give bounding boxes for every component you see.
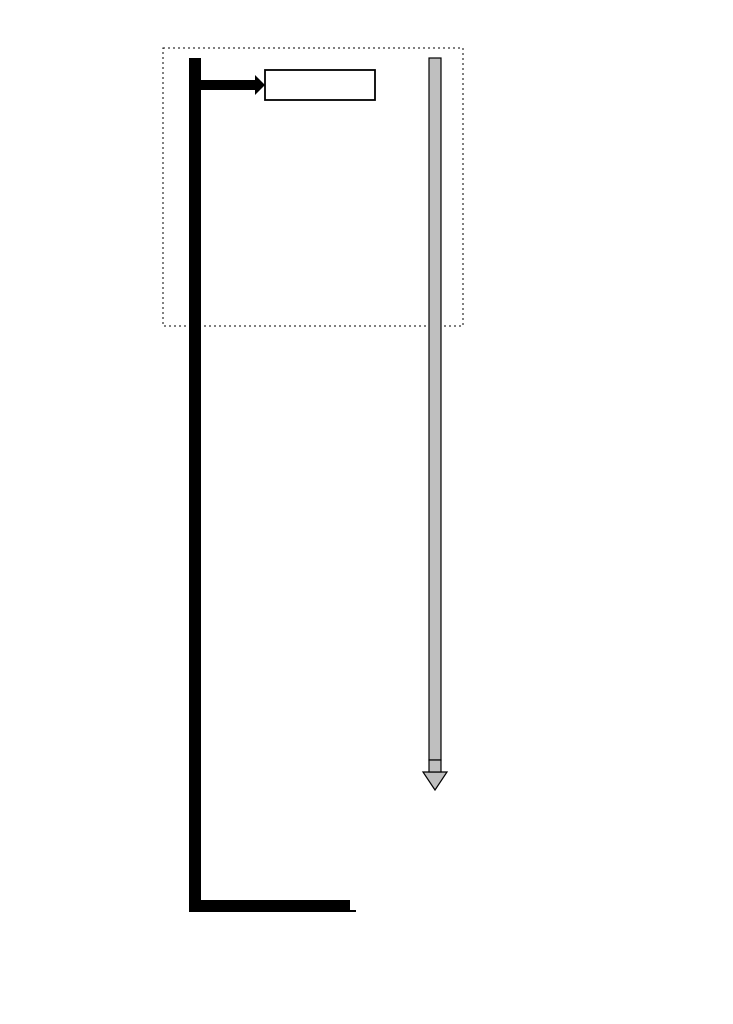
b-bus-arrow (423, 772, 447, 790)
c-bus-shifter-drop (344, 910, 356, 912)
c-bus (189, 58, 201, 912)
c-bus-bottom (189, 900, 350, 912)
register-mar (265, 70, 375, 100)
b-bus-tail (429, 760, 441, 772)
c-bus-branch-arrow (255, 75, 265, 95)
b-bus (429, 58, 441, 760)
c-bus-branch (201, 80, 255, 90)
